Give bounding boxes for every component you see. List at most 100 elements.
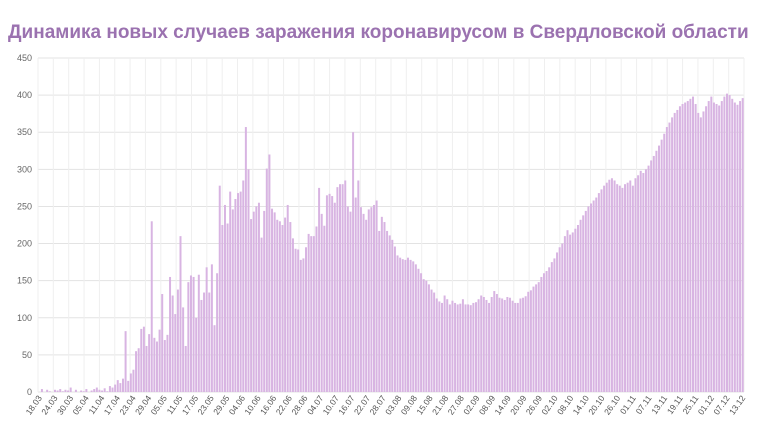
y-tick-label: 200 <box>17 239 32 249</box>
bar <box>574 228 577 392</box>
y-tick-label: 50 <box>22 350 32 360</box>
bar <box>433 292 436 392</box>
bar <box>723 96 726 392</box>
bar <box>142 326 145 392</box>
bar <box>739 101 742 393</box>
bar <box>161 294 164 392</box>
bar <box>613 180 616 392</box>
bar <box>545 271 548 392</box>
bar <box>231 209 234 392</box>
y-tick-label: 300 <box>17 164 32 174</box>
bar <box>373 204 375 392</box>
bar <box>456 304 459 392</box>
bar <box>247 169 250 392</box>
bar <box>689 98 692 392</box>
bar <box>163 340 166 392</box>
bar <box>519 298 522 392</box>
bar <box>250 219 253 392</box>
bar <box>639 170 642 392</box>
y-tick-label: 350 <box>17 127 32 137</box>
bar <box>391 239 394 392</box>
x-tick-label: 19.11 <box>665 393 685 416</box>
bar <box>242 180 245 392</box>
bar <box>234 199 237 392</box>
bar <box>443 295 446 392</box>
bar <box>561 243 564 392</box>
bar <box>148 334 151 392</box>
bar <box>189 275 192 392</box>
bar <box>182 307 185 392</box>
bar <box>328 193 331 392</box>
bar <box>59 389 62 392</box>
bar <box>506 297 509 392</box>
bar <box>676 109 679 393</box>
bar-series <box>40 93 744 393</box>
bar <box>318 187 321 392</box>
bar <box>647 165 650 392</box>
bar <box>93 389 96 392</box>
bar <box>733 102 736 392</box>
bar <box>579 219 582 392</box>
bar <box>616 184 619 392</box>
bar <box>166 334 169 392</box>
bar <box>692 96 695 392</box>
bar <box>344 180 347 392</box>
bar <box>668 122 671 392</box>
bar <box>56 390 59 392</box>
bar <box>179 236 182 392</box>
bar <box>469 305 472 392</box>
bar <box>239 191 242 392</box>
bar <box>516 302 519 392</box>
bar <box>532 286 535 392</box>
bar <box>477 299 480 392</box>
bar <box>184 345 187 392</box>
bar <box>61 391 64 392</box>
bar <box>524 296 527 392</box>
bar <box>237 193 240 392</box>
bar <box>582 215 585 392</box>
bar <box>121 378 124 392</box>
bar <box>265 168 268 392</box>
bar <box>686 101 689 393</box>
bar <box>103 388 106 392</box>
bar <box>472 302 475 392</box>
bar <box>417 268 420 392</box>
x-tick-label: 05.04 <box>70 393 91 416</box>
bar <box>592 200 595 392</box>
bar <box>702 111 705 392</box>
bar <box>111 387 114 392</box>
bar <box>108 386 111 392</box>
bar <box>380 216 383 392</box>
bar <box>548 267 551 392</box>
y-tick-label: 250 <box>17 201 32 211</box>
bar <box>446 299 449 392</box>
bar <box>576 225 579 392</box>
bar <box>286 204 289 392</box>
bar <box>221 225 224 392</box>
bar <box>320 213 323 392</box>
bar <box>218 185 221 392</box>
bar <box>302 258 305 392</box>
bar <box>490 297 493 392</box>
bar <box>386 230 389 392</box>
bar <box>346 206 349 392</box>
bar <box>425 280 428 392</box>
bar <box>229 191 232 392</box>
bar <box>553 258 556 392</box>
bar <box>307 233 310 392</box>
bar <box>550 262 553 392</box>
bar <box>208 292 211 392</box>
bar <box>514 302 517 392</box>
bar <box>124 331 127 392</box>
bar <box>718 105 721 392</box>
bar <box>367 209 370 392</box>
bar <box>69 387 72 392</box>
bar <box>412 261 415 392</box>
bar <box>192 276 195 392</box>
bar <box>297 249 300 392</box>
bar <box>642 173 645 392</box>
bar <box>312 236 315 392</box>
bar <box>482 297 485 392</box>
bar <box>498 297 501 392</box>
bar <box>171 295 174 392</box>
